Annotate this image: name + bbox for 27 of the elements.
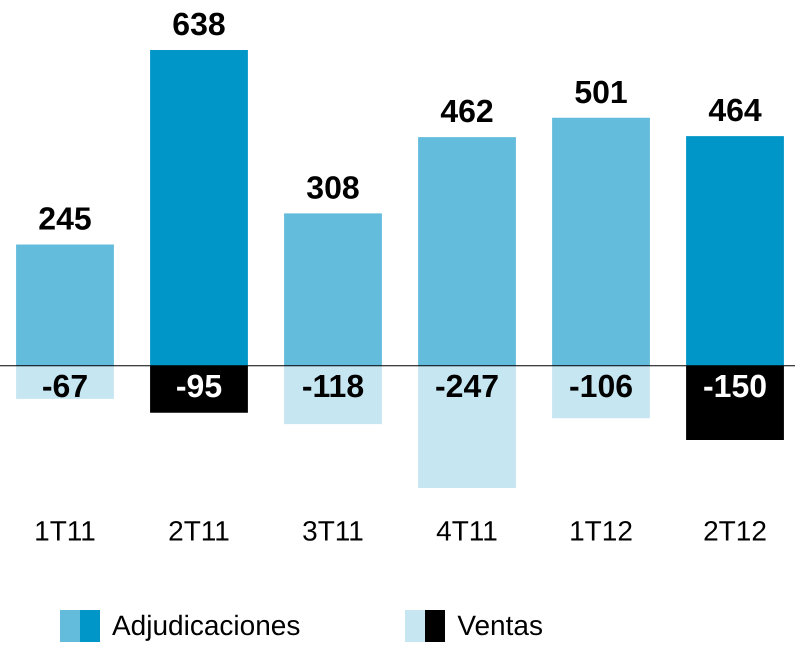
x-tick-label: 1T11 bbox=[34, 516, 96, 546]
data-label: -118 bbox=[302, 368, 364, 404]
x-tick-label: 2T11 bbox=[168, 516, 230, 546]
bar bbox=[686, 136, 784, 366]
bar bbox=[418, 137, 516, 366]
x-tick-label: 1T12 bbox=[569, 516, 633, 546]
data-label: 638 bbox=[172, 6, 226, 42]
x-tick-label: 4T11 bbox=[436, 516, 498, 546]
legend-label: Adjudicaciones bbox=[112, 610, 300, 642]
data-label: 308 bbox=[306, 169, 360, 206]
data-label: -247 bbox=[434, 368, 500, 404]
bar bbox=[552, 118, 650, 366]
bar bbox=[16, 244, 114, 366]
bar bbox=[150, 50, 248, 366]
data-label: 245 bbox=[38, 200, 92, 236]
bar bbox=[418, 366, 516, 488]
legend-label: Ventas bbox=[457, 610, 543, 642]
data-label: 462 bbox=[440, 93, 494, 130]
data-label: -106 bbox=[568, 368, 634, 404]
data-label: -95 bbox=[176, 368, 222, 404]
data-label: 464 bbox=[708, 92, 762, 128]
x-tick-label: 2T12 bbox=[703, 516, 767, 546]
data-label: 501 bbox=[574, 74, 628, 110]
data-label: -150 bbox=[702, 368, 768, 404]
data-label: -67 bbox=[42, 368, 88, 404]
bar bbox=[284, 213, 382, 366]
x-tick-label: 3T11 bbox=[302, 516, 364, 546]
